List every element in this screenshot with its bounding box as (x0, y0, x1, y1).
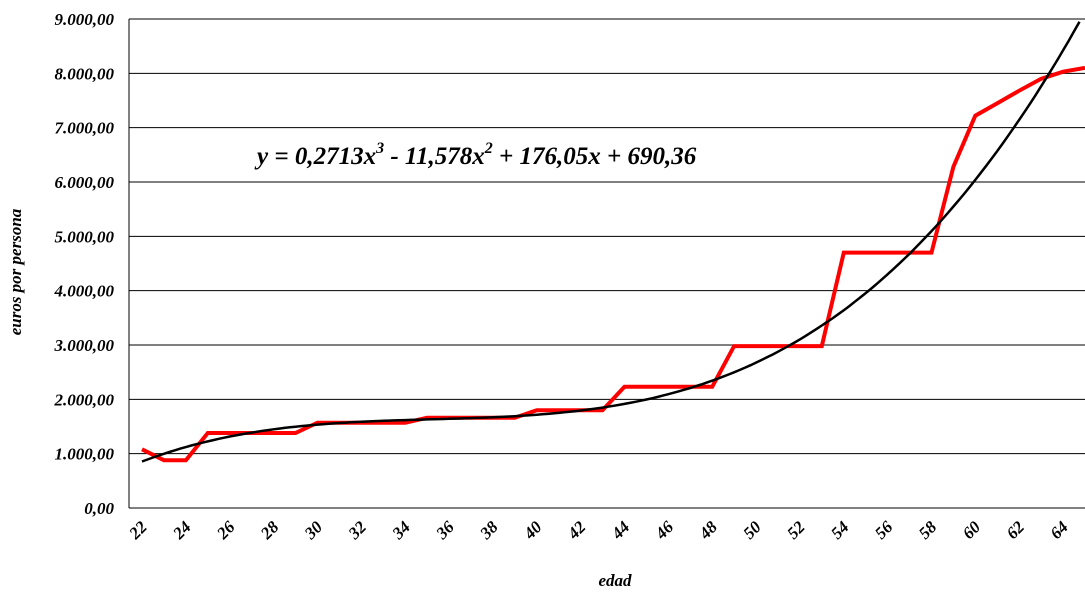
y-tick-label: 8.000,00 (55, 64, 115, 83)
x-tick-label: 36 (432, 517, 459, 544)
x-tick-labels: 22 24 26 28 30 32 34 36 38 40 42 44 46 48 50 52 54 56 58 60… (125, 517, 1072, 544)
y-tick-label: 3.000,00 (54, 336, 115, 355)
x-tick-label: 34 (388, 517, 414, 543)
y-tick-labels: 0,00 1.000,00 2.000,00 3.000,00 4.000,00 5.00… (54, 10, 115, 518)
x-tick-label: 60 (959, 517, 985, 543)
x-tick-label: 48 (695, 517, 722, 544)
x-tick-label: 56 (871, 517, 897, 543)
series (141, 21, 1085, 463)
axes (128, 19, 1085, 509)
x-tick-label: 54 (827, 517, 852, 542)
x-tick-label: 32 (344, 517, 371, 544)
y-tick-label: 9.000,00 (55, 10, 115, 29)
data-series-line (141, 65, 1085, 463)
x-tick-label: 58 (915, 517, 941, 543)
x-tick-label: 28 (256, 517, 283, 544)
x-tick-label: 30 (300, 517, 327, 544)
x-tick-label: 22 (125, 517, 152, 544)
y-tick-label: 2.000,00 (54, 390, 115, 409)
trendline-equation: y = 0,2713x3 - 11,578x2 + 176,05x + 690,… (254, 140, 697, 170)
x-tick-label: 40 (519, 517, 546, 544)
y-tick-label: 5.000,00 (55, 227, 115, 246)
x-tick-label: 38 (476, 517, 503, 544)
gridlines (129, 18, 1085, 455)
x-tick-label: 64 (1046, 517, 1071, 542)
y-tick-label: 6.000,00 (55, 173, 115, 192)
x-tick-label: 46 (651, 517, 678, 544)
y-tick-label: 1.000,00 (55, 445, 115, 464)
x-tick-label: 52 (783, 517, 809, 543)
y-tick-label: 4.000,00 (54, 282, 115, 301)
x-tick-label: 44 (607, 517, 633, 543)
x-tick-label: 24 (169, 517, 195, 543)
x-tick-label: 42 (563, 517, 590, 544)
x-tick-label: 50 (739, 517, 765, 543)
y-tick-label: 0,00 (84, 499, 114, 518)
y-axis-label: euros por persona (6, 208, 25, 335)
trendline (141, 21, 1081, 463)
x-axis-label: edad (598, 571, 632, 590)
x-tick-label: 62 (1003, 517, 1029, 543)
y-tick-label: 7.000,00 (55, 119, 115, 138)
x-tick-label: 26 (212, 517, 239, 544)
